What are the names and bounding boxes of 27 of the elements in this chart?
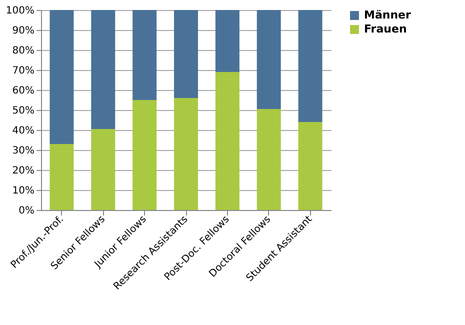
bar xyxy=(91,129,116,210)
bar xyxy=(91,10,116,129)
bar xyxy=(174,98,198,210)
bar xyxy=(174,10,198,98)
bar xyxy=(132,10,157,100)
bar xyxy=(298,122,322,210)
bar xyxy=(50,144,74,210)
y-tick-label: 40% xyxy=(12,126,34,136)
bar xyxy=(298,10,322,122)
legend-label: Männer xyxy=(364,8,412,22)
y-tick-label: 100% xyxy=(6,6,34,16)
y-tick-label: 30% xyxy=(12,146,34,156)
bar xyxy=(132,100,157,210)
bar xyxy=(215,10,240,72)
y-tick-label: 60% xyxy=(12,86,34,96)
bar xyxy=(215,72,240,210)
y-tick-label: 10% xyxy=(12,186,34,196)
y-tick-label: 80% xyxy=(12,46,34,56)
y-tick-label: 0% xyxy=(18,206,34,216)
bar xyxy=(256,109,281,210)
y-tick-label: 50% xyxy=(12,106,34,116)
bar xyxy=(50,10,74,144)
y-tick-label: 20% xyxy=(12,166,34,176)
legend-label: Frauen xyxy=(364,22,407,36)
y-tick-label: 90% xyxy=(12,26,34,36)
bar xyxy=(256,10,281,109)
y-tick-label: 70% xyxy=(12,66,34,76)
